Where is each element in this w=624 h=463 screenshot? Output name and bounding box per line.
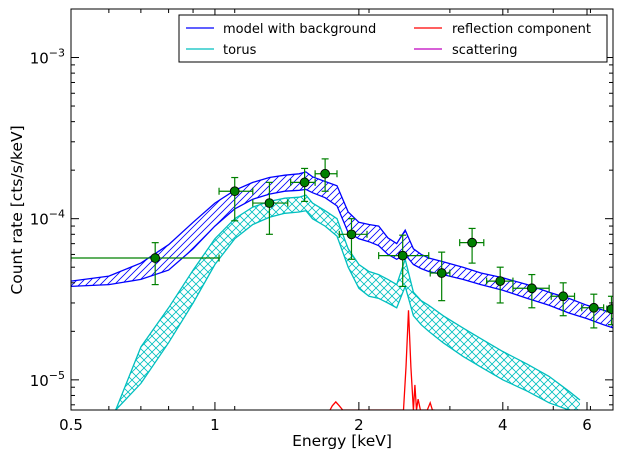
point-marker [320, 168, 330, 179]
data-point-12 [550, 282, 576, 317]
y-tick-label: 10−4 [30, 208, 65, 229]
x-tick-label: 2 [354, 416, 364, 434]
plot-frame [70, 8, 614, 411]
point-marker [606, 304, 613, 314]
data-point-4 [290, 167, 316, 203]
legend: model with background reflection compone… [178, 14, 608, 63]
data-point-14 [606, 295, 613, 326]
data-point-8 [429, 251, 451, 302]
data-point-11 [512, 273, 550, 309]
point-marker [229, 186, 240, 197]
data-point-2 [218, 176, 254, 222]
point-marker [558, 291, 569, 302]
point-marker [436, 268, 447, 278]
x-tick-label: 0.5 [59, 416, 83, 434]
legend-label-reflection: reflection component [452, 22, 591, 37]
point-marker [588, 302, 599, 313]
y-tick-label: 10−5 [30, 369, 65, 390]
point-marker [495, 276, 506, 286]
data-point-13 [581, 293, 605, 329]
data-point-10 [486, 266, 514, 304]
point-marker [150, 253, 161, 263]
model-lower-line [71, 188, 613, 329]
model-upper-line [71, 171, 613, 314]
x-tick-label: 6 [582, 416, 592, 434]
point-marker [346, 229, 357, 240]
y-axis-label: Count rate [cts/s/keV] [8, 125, 26, 294]
data-points [71, 158, 613, 329]
torus-lower-line [115, 209, 580, 410]
reflection-line [329, 310, 435, 410]
data-point-7 [378, 234, 430, 288]
data-point-1 [71, 242, 220, 286]
x-axis-label: Energy [keV] [292, 432, 392, 450]
point-marker [264, 198, 275, 208]
data-point-9 [459, 227, 485, 264]
point-marker [526, 283, 537, 294]
x-tick-label: 1 [210, 416, 220, 434]
legend-label-model: model with background [223, 22, 376, 37]
legend-label-scattering: scattering [452, 43, 518, 58]
torus-upper-line [115, 194, 581, 410]
y-tick-label: 10−3 [30, 47, 65, 68]
data-point-5 [314, 158, 338, 192]
point-marker [299, 177, 310, 188]
data-point-3 [252, 181, 289, 235]
data-point-6 [338, 218, 368, 260]
legend-label-torus: torus [223, 43, 257, 58]
point-marker [467, 237, 477, 248]
point-marker [397, 250, 408, 261]
axis-ticks: 0.5 1 2 4 6 10−5 10−4 10−3 [30, 9, 613, 434]
legend-box [178, 14, 608, 63]
plot-area [71, 171, 613, 410]
x-tick-label: 4 [498, 416, 508, 434]
